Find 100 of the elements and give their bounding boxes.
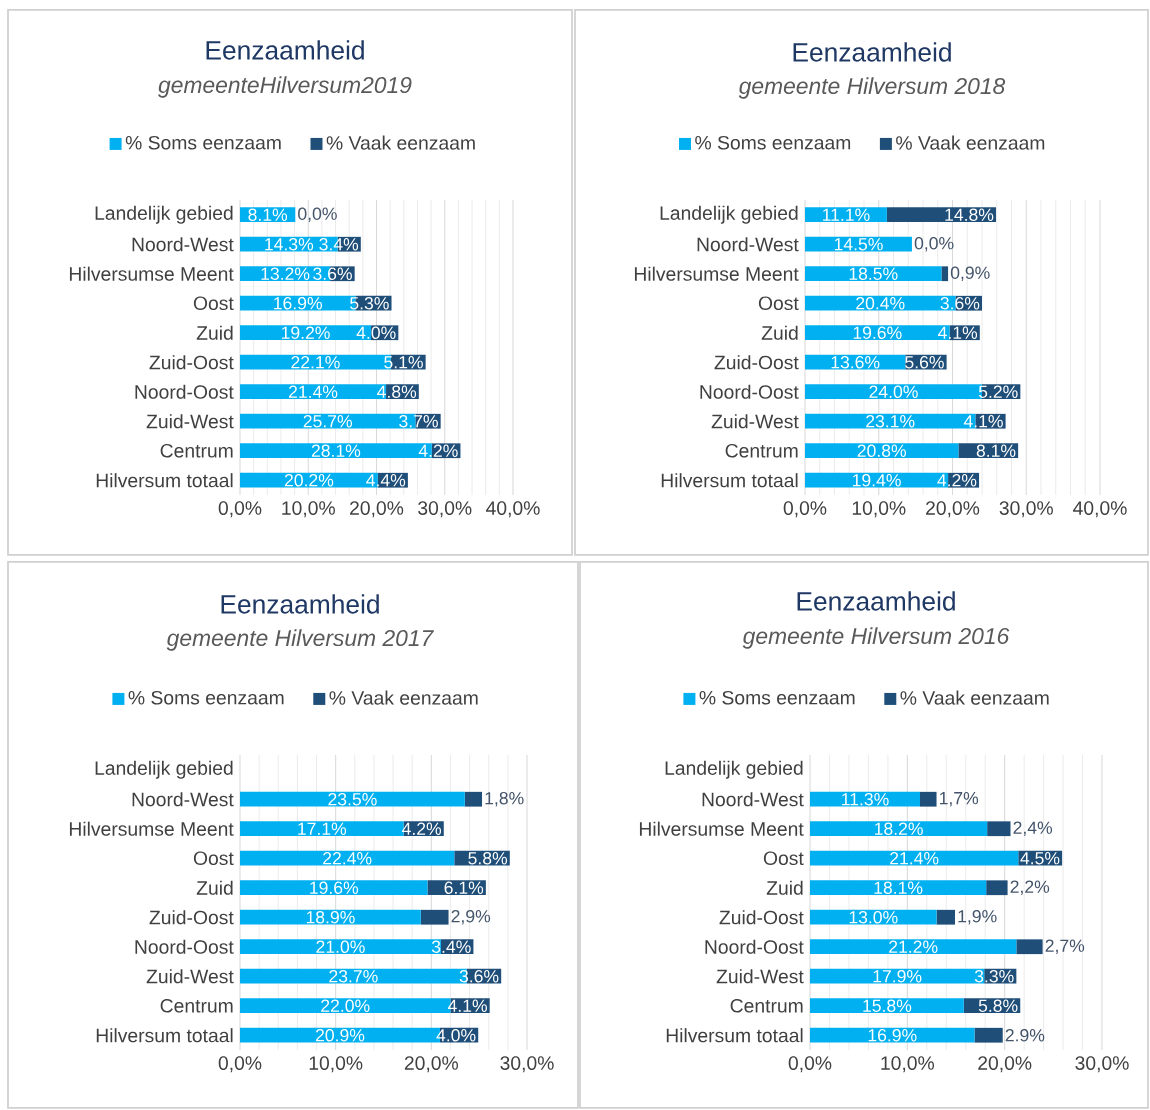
bar <box>810 791 920 807</box>
chart-title: Eenzaamheid <box>206 40 364 60</box>
bar <box>810 821 988 837</box>
y-tick-label: Noord-West <box>702 792 804 807</box>
x-tick-label: 20,0% <box>404 1056 459 1073</box>
x-tick-label: 30,0% <box>500 1056 554 1073</box>
y-tick-label: Hilversumse Meent <box>69 266 234 281</box>
chart-subtitle: gemeente Hilversum 2017 <box>166 629 434 651</box>
bar <box>240 791 465 807</box>
data-label: 19.4% <box>852 474 901 487</box>
legend-label: % Soms eenzaam <box>125 135 281 150</box>
x-tick-label: 10,0% <box>852 501 906 518</box>
data-label: 2.9% <box>1005 1029 1045 1042</box>
y-tick-label: Noord-West <box>132 237 234 252</box>
y-tick-label: Zuid <box>766 880 803 895</box>
chart-subtitle: gemeente Hilversum 2016 <box>742 627 1010 649</box>
bar <box>240 850 455 866</box>
data-label: 23.7% <box>329 970 378 983</box>
data-label: 4.0% <box>356 326 396 339</box>
x-tick-label: 30,0% <box>418 501 472 518</box>
bar <box>805 354 906 370</box>
y-tick-label: Noord-West <box>132 792 234 807</box>
y-tick-label: Centrum <box>160 443 233 458</box>
data-label: 13.2% <box>261 267 310 280</box>
data-label: 1,9% <box>958 909 997 925</box>
data-label: 8.1% <box>976 444 1016 457</box>
data-label: 17.9% <box>873 970 922 983</box>
data-label: 21.4% <box>890 852 939 865</box>
data-label: 20.2% <box>284 474 334 487</box>
data-label: 18.1% <box>874 881 923 894</box>
data-label: 4.1% <box>447 999 487 1012</box>
y-tick-label: Landelijk gebied <box>660 205 798 224</box>
data-label: 22.4% <box>323 852 372 865</box>
data-label: 13.6% <box>831 356 880 369</box>
bar <box>810 880 987 896</box>
data-label: 18.5% <box>849 267 898 280</box>
legend-label: % Soms eenzaam <box>699 690 855 705</box>
legend-label: % Soms eenzaam <box>695 135 851 150</box>
data-label: 2,9% <box>451 909 491 925</box>
y-tick-label: Noord-West <box>697 237 799 252</box>
data-label: 3.6% <box>459 970 499 983</box>
data-label: 13.0% <box>849 911 898 924</box>
chart-title: Eenzaamheid <box>793 42 951 62</box>
y-tick-label: Zuid-West <box>716 969 804 984</box>
y-tick-label: Noord-Oost <box>705 939 804 954</box>
bar <box>810 850 1019 866</box>
y-tick-label: Zuid-West <box>146 969 234 984</box>
x-tick-label: 20,0% <box>978 1056 1032 1073</box>
y-tick-label: Noord-Oost <box>135 939 234 954</box>
bar <box>240 880 428 896</box>
data-label: 5.8% <box>468 852 508 865</box>
bar <box>420 909 449 925</box>
data-label: 5.2% <box>978 385 1018 398</box>
y-tick-label: Hilversum totaal <box>661 473 798 488</box>
data-label: 3.7% <box>399 415 438 428</box>
y-tick-label: Oost <box>763 851 804 866</box>
bar <box>919 791 937 807</box>
data-label: 6.1% <box>444 881 484 894</box>
y-tick-label: Noord-Oost <box>135 384 234 399</box>
y-tick-label: Zuid-Oost <box>149 910 234 925</box>
data-label: 20.8% <box>857 444 907 457</box>
y-tick-label: Noord-Oost <box>700 384 799 399</box>
bar <box>810 939 1017 955</box>
y-tick-label: Hilversumse Meent <box>639 821 804 836</box>
data-label: 14.3% <box>265 238 314 251</box>
data-label: 3.4% <box>319 238 359 251</box>
data-label: 5.1% <box>384 356 423 369</box>
y-tick-label: Oost <box>758 296 799 311</box>
chart-subtitle: gemeente Hilversum 2018 <box>738 77 1006 99</box>
data-label: 4.1% <box>963 415 1003 428</box>
bar <box>936 909 956 925</box>
data-label: 4.0% <box>436 1029 476 1042</box>
x-tick-label: 20,0% <box>926 501 980 518</box>
data-label: 4.4% <box>366 474 406 487</box>
chart-title: Eenzaamheid <box>221 594 379 614</box>
data-label: 14.5% <box>834 238 883 251</box>
y-tick-label: Oost <box>193 296 234 311</box>
x-tick-label: 10,0% <box>309 1056 363 1073</box>
x-tick-label: 40,0% <box>1073 501 1127 518</box>
bar <box>810 998 964 1014</box>
y-tick-label: Hilversum totaal <box>666 1028 803 1043</box>
y-tick-label: Oost <box>193 851 234 866</box>
data-label: 4.2% <box>937 474 977 487</box>
data-label: 3.3% <box>974 970 1014 983</box>
data-label: 2,2% <box>1010 880 1050 895</box>
data-label: 11.1% <box>823 208 870 221</box>
y-tick-label: Zuid-Oost <box>714 355 799 370</box>
data-label: 19.6% <box>310 881 359 894</box>
y-tick-label: Hilversum totaal <box>96 1028 233 1043</box>
bar <box>805 266 942 282</box>
data-label: 21.4% <box>289 385 338 398</box>
data-label: 3.6% <box>940 297 980 310</box>
data-label: 0,9% <box>950 266 990 281</box>
legend-label: % Vaak eenzaam <box>900 690 1049 705</box>
x-tick-label: 30,0% <box>999 501 1053 518</box>
y-tick-label: Zuid-West <box>146 414 234 429</box>
bar <box>810 909 937 925</box>
x-tick-label: 10,0% <box>282 501 335 518</box>
data-label: 4.2% <box>402 822 442 835</box>
chart-subtitle: gemeenteHilversum2019 <box>158 76 412 98</box>
